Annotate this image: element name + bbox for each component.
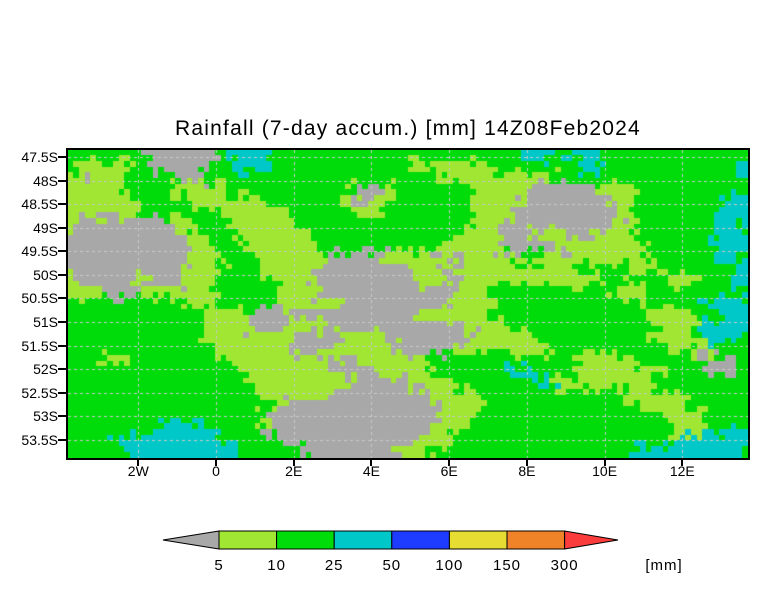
lat-tick-mark (58, 250, 66, 253)
lat-tick-label: 52S (33, 361, 58, 378)
legend-under-arrow (162, 530, 220, 550)
legend-boundary-label: 150 (493, 557, 521, 574)
lat-tick-mark (58, 156, 66, 158)
colorbar-legend: 5 10 25 50 100 150 300 [mm] (162, 530, 682, 574)
lon-tick-mark (681, 460, 684, 466)
legend-segment (391, 530, 450, 550)
legend-boundary-label: 5 (214, 557, 223, 574)
lon-tick-mark (603, 460, 606, 466)
legend-boundary-label: 10 (267, 557, 286, 574)
lat-tick-label: 50.5S (21, 290, 58, 307)
legend-segment (333, 530, 393, 550)
lon-tick-mark (215, 460, 218, 466)
lat-tick-mark (58, 415, 66, 418)
legend-segment (218, 530, 278, 550)
lat-tick-mark (58, 203, 66, 206)
lon-tick-mark (525, 460, 528, 466)
lat-tick-label: 53.5S (21, 431, 58, 448)
lat-tick-mark (58, 391, 66, 394)
lat-tick-mark (58, 368, 66, 371)
lat-tick-mark (58, 344, 66, 347)
lon-tick-mark (137, 460, 140, 466)
lon-tick-mark (292, 460, 295, 466)
lat-tick-label: 51.5S (21, 337, 58, 354)
legend-segment (448, 530, 508, 550)
lat-tick-label: 49.5S (21, 243, 58, 260)
lon-tick-label: 12E (669, 463, 695, 479)
lon-tick-label: 2E (285, 463, 303, 479)
lat-tick-mark (58, 226, 66, 229)
lat-tick-mark (58, 179, 66, 182)
lat-tick-label: 52.5S (21, 384, 58, 401)
lon-tick-label: 2W (127, 463, 149, 479)
lat-tick-mark (58, 321, 66, 324)
lon-tick-mark (370, 460, 373, 466)
legend-segment (506, 530, 566, 550)
map-frame (66, 148, 750, 460)
lat-tick-label: 50S (33, 266, 58, 283)
lon-tick-label: 4E (362, 463, 381, 479)
lat-tick-label: 49S (33, 219, 58, 236)
lon-tick-mark (448, 460, 451, 466)
lon-tick-label: 8E (518, 463, 536, 479)
lat-tick-label: 48S (33, 172, 58, 189)
legend-unit-label: [mm] (645, 557, 682, 574)
lon-tick-label: 0 (212, 463, 220, 479)
legend-boundary-label: 300 (551, 557, 579, 574)
legend-segment (276, 530, 335, 550)
rainfall-map-canvas (68, 150, 748, 458)
lat-tick-mark (58, 438, 66, 441)
legend-boundary-label: 25 (325, 557, 344, 574)
lon-tick-label: 10E (592, 463, 618, 479)
legend-boundary-label: 50 (382, 557, 401, 574)
lat-tick-label: 51S (33, 314, 58, 331)
legend-over-arrow (564, 530, 619, 550)
lat-tick-mark (58, 273, 66, 276)
lat-tick-label: 48.5S (21, 196, 58, 213)
legend-boundary-label: 100 (435, 557, 463, 574)
plot-title: Rainfall (7-day accum.) [mm] 14Z08Feb202… (175, 117, 641, 140)
lon-tick-label: 6E (440, 463, 458, 479)
lat-tick-label: 53S (33, 408, 58, 425)
lat-tick-label: 47.5S (21, 149, 58, 165)
lat-tick-mark (58, 297, 66, 300)
